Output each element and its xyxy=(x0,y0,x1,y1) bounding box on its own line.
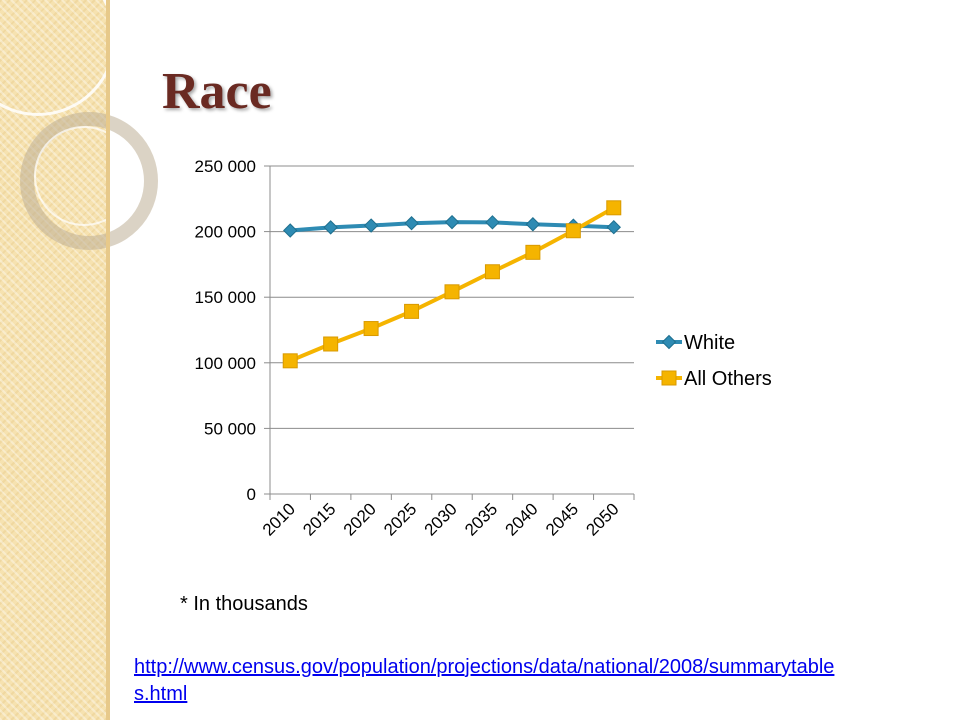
y-tick-label: 250 000 xyxy=(195,157,256,176)
x-tick-label: 2020 xyxy=(340,499,380,539)
x-tick-label: 2050 xyxy=(582,499,622,539)
x-tick-label: 2025 xyxy=(380,499,420,539)
y-tick-label: 0 xyxy=(247,485,256,504)
slide-title: Race xyxy=(162,63,272,120)
x-tick-label: 2035 xyxy=(461,499,501,539)
data-point xyxy=(525,217,541,232)
data-point xyxy=(404,303,420,319)
legend-marker xyxy=(661,334,677,350)
y-tick-label: 100 000 xyxy=(195,354,256,373)
x-tick-label: 2015 xyxy=(299,499,339,539)
data-point xyxy=(323,336,339,352)
source-link[interactable]: http://www.census.gov/population/project… xyxy=(134,656,835,705)
data-point xyxy=(606,220,621,235)
legend-label: All Others xyxy=(684,368,772,390)
data-point xyxy=(484,264,500,280)
side-divider xyxy=(106,0,110,720)
data-point xyxy=(525,244,541,260)
x-tick-label: 2010 xyxy=(259,499,299,539)
data-point xyxy=(565,223,581,239)
data-point xyxy=(283,223,298,238)
data-point xyxy=(485,215,500,230)
y-tick-label: 150 000 xyxy=(195,288,256,307)
legend-label: White xyxy=(684,332,735,354)
data-point xyxy=(444,214,460,230)
x-tick-label: 2030 xyxy=(421,499,461,539)
x-tick-label: 2040 xyxy=(502,499,542,539)
decorative-side-band xyxy=(0,0,158,720)
data-point xyxy=(404,216,419,231)
decorative-ring xyxy=(34,126,134,226)
units-note: * In thousands xyxy=(180,593,308,615)
x-tick-label: 2045 xyxy=(542,499,582,539)
legend-marker xyxy=(661,370,677,386)
data-point xyxy=(363,218,379,233)
data-point xyxy=(363,321,379,337)
data-point xyxy=(282,353,298,369)
data-point xyxy=(444,284,460,300)
y-tick-label: 200 000 xyxy=(195,223,256,242)
y-tick-label: 50 000 xyxy=(204,419,256,438)
data-point xyxy=(606,200,622,216)
data-point xyxy=(323,220,338,235)
